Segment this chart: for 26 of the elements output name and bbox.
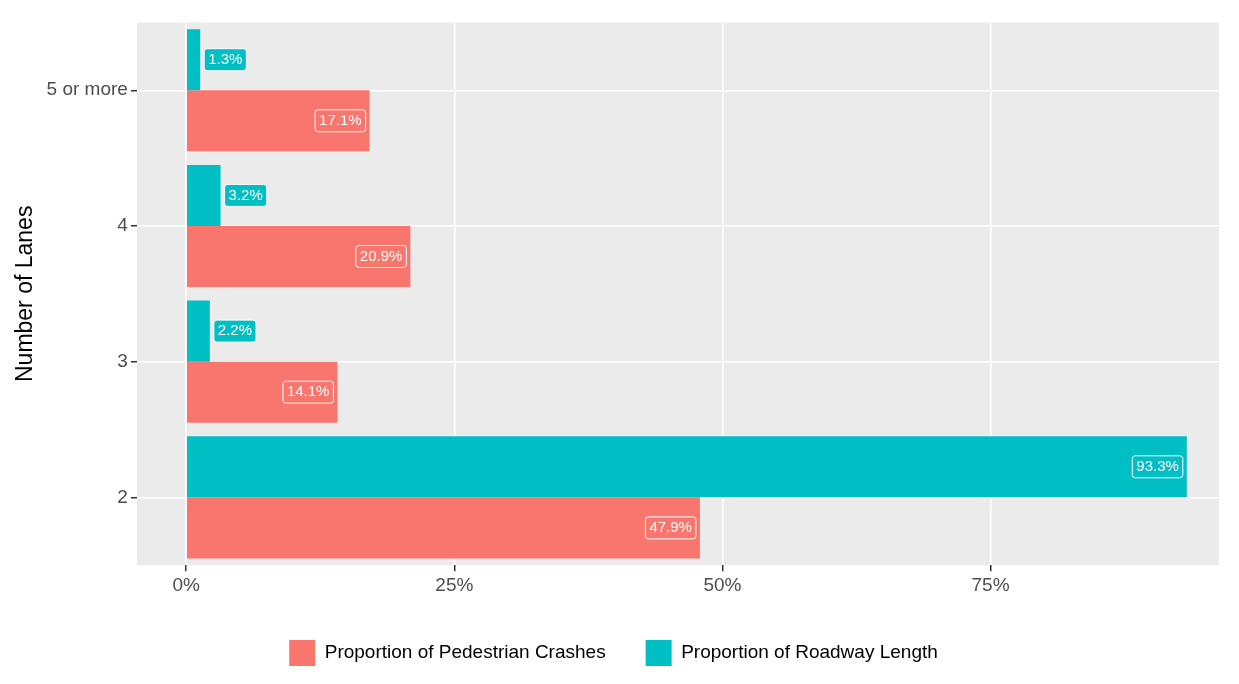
bar (186, 300, 210, 362)
data-label: 47.9% (649, 518, 692, 536)
y-tick-label: 2 (117, 485, 128, 507)
data-label: 14.1% (286, 382, 330, 400)
bar (186, 436, 1187, 498)
data-label: 20.9% (359, 246, 403, 264)
y-tick-label: 5 or more (46, 78, 128, 100)
x-tick-label: 25% (435, 573, 474, 595)
bar (186, 225, 411, 288)
data-label: 93.3% (1136, 456, 1179, 474)
data-label: 1.3% (208, 49, 243, 67)
x-tick-label: 0% (172, 573, 201, 595)
y-tick-label: 3 (117, 349, 128, 371)
y-axis-title: Number of Lanes (11, 205, 38, 383)
data-label: 17.1% (319, 110, 362, 128)
legend-label: Proportion of Roadway Length (681, 641, 938, 663)
legend-label: Proportion of Pedestrian Crashes (324, 641, 606, 663)
data-label: 2.2% (217, 321, 253, 339)
bar (186, 497, 700, 559)
bar (186, 361, 338, 423)
data-label: 3.2% (228, 185, 263, 203)
bar (186, 164, 221, 226)
x-tick-label: 75% (971, 573, 1010, 595)
bar (186, 90, 370, 152)
y-tick-label: 4 (117, 214, 129, 236)
x-tick-label: 50% (703, 573, 742, 595)
